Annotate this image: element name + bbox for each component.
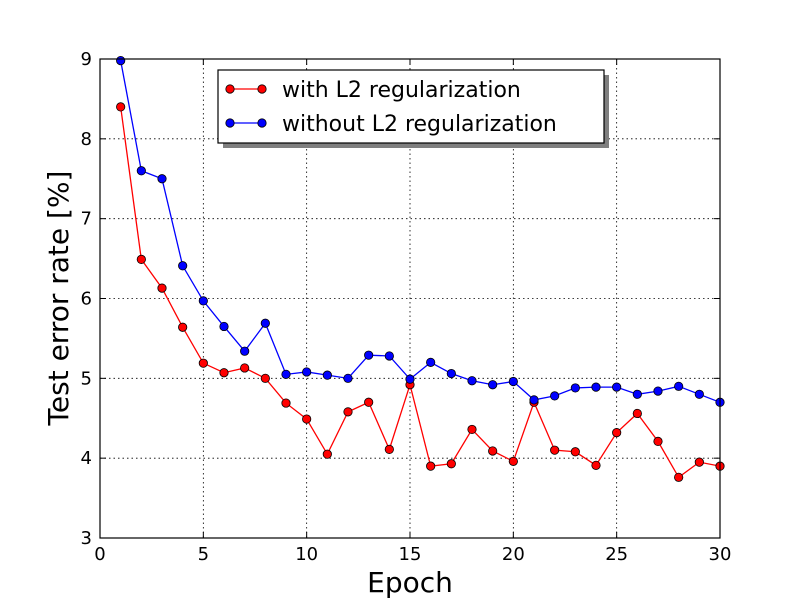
data-point	[219, 368, 229, 378]
data-point	[281, 369, 291, 379]
legend-marker	[225, 84, 235, 94]
data-point	[384, 444, 394, 454]
data-point	[694, 457, 704, 467]
x-tick-label: 5	[198, 544, 209, 565]
data-point	[508, 376, 518, 387]
data-point	[302, 367, 312, 377]
x-tick-label: 10	[295, 544, 318, 565]
data-point	[322, 449, 332, 459]
legend-label: with L2 regularization	[282, 78, 521, 103]
data-point	[219, 321, 229, 332]
legend-marker	[257, 118, 267, 128]
data-point	[529, 395, 539, 405]
data-point	[343, 407, 353, 417]
data-point	[467, 424, 477, 435]
data-point	[157, 174, 167, 184]
x-tick-label: 0	[94, 544, 105, 565]
data-point	[570, 447, 580, 457]
data-point	[694, 389, 704, 399]
y-tick-label: 3	[81, 528, 92, 549]
points-group	[116, 55, 725, 482]
y-tick-label: 6	[81, 289, 92, 310]
x-axis-label: Epoch	[367, 566, 453, 598]
legend-label: without L2 regularization	[282, 112, 557, 137]
data-point	[198, 296, 208, 306]
data-point	[240, 363, 250, 373]
data-point	[632, 389, 642, 399]
x-tick-label: 15	[399, 544, 422, 565]
legend: with L2 regularization without L2 regular…	[217, 69, 609, 148]
data-point	[653, 386, 663, 396]
data-point	[136, 254, 146, 264]
data-point	[240, 346, 250, 356]
legend-box	[217, 69, 605, 144]
legend-marker	[257, 84, 267, 94]
data-point	[632, 408, 642, 419]
y-tick-label: 8	[81, 129, 92, 150]
data-point	[260, 373, 270, 383]
data-point	[157, 283, 167, 293]
data-point	[426, 357, 436, 367]
data-point	[198, 358, 208, 368]
y-axis-label: Test error rate [%]	[42, 171, 75, 427]
data-point	[343, 373, 353, 383]
data-point	[570, 383, 580, 393]
y-tick-label: 4	[81, 448, 92, 469]
data-point	[136, 166, 146, 176]
data-point	[550, 391, 560, 401]
legend-marker	[225, 118, 235, 128]
data-point	[384, 351, 394, 361]
axis-ticks: 0 5 10 15 20 25 30 3 4 5 6 7 8 9	[81, 49, 732, 565]
data-point	[302, 414, 312, 424]
y-tick-label: 5	[81, 368, 92, 389]
data-point	[446, 459, 456, 469]
data-point	[653, 436, 663, 447]
data-point	[467, 376, 477, 386]
data-point	[364, 397, 374, 407]
data-point	[116, 102, 126, 112]
data-point	[591, 460, 601, 470]
data-point	[612, 382, 622, 392]
data-point	[281, 398, 291, 408]
x-tick-label: 30	[709, 544, 732, 565]
y-tick-label: 9	[81, 49, 92, 70]
data-point	[488, 380, 498, 390]
data-point	[260, 318, 270, 328]
data-point	[116, 55, 126, 66]
data-point	[364, 350, 374, 360]
data-point	[508, 456, 518, 466]
data-point	[550, 445, 560, 455]
x-tick-label: 20	[502, 544, 525, 565]
data-point	[178, 322, 188, 332]
data-point	[488, 446, 498, 456]
data-point	[446, 368, 456, 379]
data-point	[426, 461, 436, 471]
data-point	[405, 374, 415, 384]
data-point	[178, 261, 188, 271]
data-point	[322, 370, 332, 380]
data-point	[591, 382, 601, 392]
data-point	[674, 381, 684, 391]
data-point	[674, 472, 684, 482]
data-point	[612, 428, 622, 438]
y-tick-label: 7	[81, 209, 92, 230]
x-tick-label: 25	[605, 544, 628, 565]
